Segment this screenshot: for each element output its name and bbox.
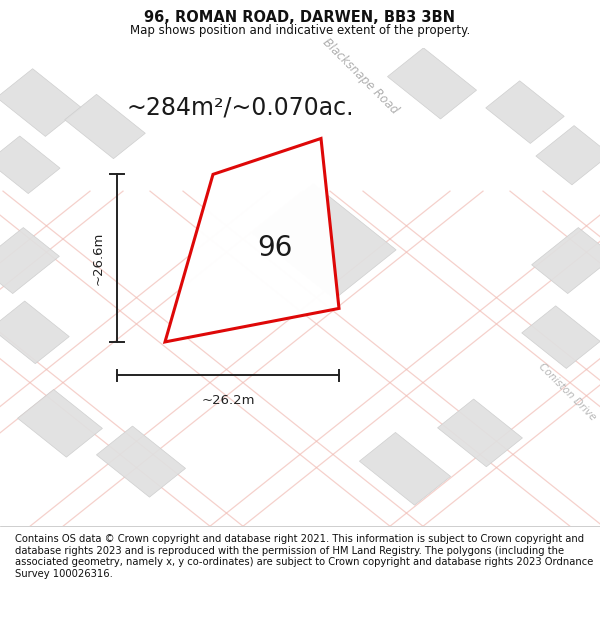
Text: ~284m²/~0.070ac.: ~284m²/~0.070ac. — [126, 96, 354, 119]
Polygon shape — [252, 184, 396, 299]
Polygon shape — [532, 228, 600, 294]
Polygon shape — [0, 136, 60, 194]
Polygon shape — [522, 306, 600, 369]
Text: Contains OS data © Crown copyright and database right 2021. This information is : Contains OS data © Crown copyright and d… — [15, 534, 593, 579]
Polygon shape — [65, 94, 145, 159]
Text: 96: 96 — [257, 234, 292, 262]
Text: ~26.2m: ~26.2m — [201, 394, 255, 407]
Text: Map shows position and indicative extent of the property.: Map shows position and indicative extent… — [130, 24, 470, 37]
Text: ~26.6m: ~26.6m — [91, 231, 104, 285]
Text: Coniston Drive: Coniston Drive — [536, 362, 598, 423]
Polygon shape — [17, 389, 103, 457]
Text: Blacksnape Road: Blacksnape Road — [320, 36, 400, 117]
Polygon shape — [0, 69, 82, 136]
Polygon shape — [359, 432, 451, 505]
Polygon shape — [388, 48, 476, 119]
Polygon shape — [0, 228, 59, 294]
Polygon shape — [165, 139, 339, 342]
Polygon shape — [536, 126, 600, 185]
Polygon shape — [437, 399, 523, 467]
Text: 96, ROMAN ROAD, DARWEN, BB3 3BN: 96, ROMAN ROAD, DARWEN, BB3 3BN — [145, 9, 455, 24]
Polygon shape — [486, 81, 564, 144]
Polygon shape — [0, 301, 69, 364]
Polygon shape — [97, 426, 185, 497]
